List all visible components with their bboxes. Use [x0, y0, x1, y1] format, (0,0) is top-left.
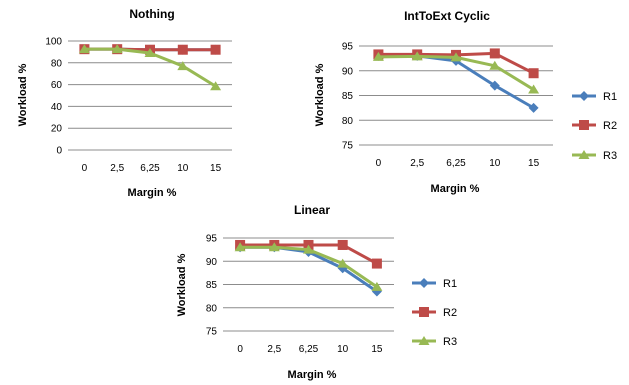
inttoext-cyclic-legend-r3-marker [578, 150, 590, 159]
inttoext-cyclic-x-tick-label: 15 [528, 158, 540, 169]
nothing-x-axis-label: Margin % [128, 187, 177, 199]
linear-r3-marker [268, 242, 280, 252]
linear-x-axis-label: Margin % [288, 369, 337, 381]
nothing-y-tick-label: 20 [51, 124, 63, 135]
linear-legend-r1-marker [419, 278, 429, 288]
inttoext-cyclic-legend-r1-marker [579, 91, 589, 101]
inttoext-cyclic-y-tick-label: 85 [342, 91, 354, 102]
nothing-r3-marker [177, 61, 189, 71]
nothing-y-tick-label: 80 [51, 58, 63, 69]
inttoext-cyclic-r3-marker [411, 51, 423, 61]
nothing-title: Nothing [129, 7, 174, 21]
inttoext-cyclic-y-tick-label: 95 [342, 42, 354, 53]
inttoext-cyclic-r1-marker [489, 80, 500, 91]
linear-title: Linear [294, 203, 330, 217]
nothing-y-tick-label: 40 [51, 102, 63, 113]
nothing-y-axis-label: Workload % [17, 63, 29, 126]
linear-x-tick-label: 2,5 [267, 344, 281, 355]
nothing-y-tick-label: 100 [45, 37, 62, 48]
nothing-r2-marker [210, 44, 221, 55]
linear-r3-marker [234, 242, 246, 252]
linear-y-tick-label: 85 [206, 280, 218, 291]
inttoext-cyclic-chart: IntToExt Cyclic 75 80 85 90 95 0 2,5 6,25 10 15 Mar… [314, 9, 617, 195]
linear-x-tick-label: 0 [237, 344, 243, 355]
nothing-r3-marker [210, 81, 222, 91]
inttoext-cyclic-r3-marker [489, 60, 501, 70]
inttoext-cyclic-x-tick-label: 2,5 [410, 158, 424, 169]
inttoext-cyclic-x-tick-label: 10 [489, 158, 501, 169]
linear-r3-marker [337, 258, 349, 268]
linear-r2-marker [371, 258, 382, 269]
nothing-x-tick-label: 2,5 [110, 163, 124, 174]
inttoext-cyclic-r3-marker [372, 51, 384, 61]
linear-chart: Linear 75 80 85 90 95 0 2,5 6,25 10 15 Margin % Work… [176, 203, 457, 381]
linear-x-tick-label: 10 [337, 344, 349, 355]
linear-legend-r3-marker [418, 336, 430, 345]
linear-legend-r3-label: R3 [443, 336, 457, 348]
nothing-r3-marker [144, 47, 156, 57]
linear-y-axis-label: Workload % [176, 253, 188, 316]
inttoext-cyclic-y-tick-label: 90 [342, 66, 354, 77]
inttoext-cyclic-legend-r2-marker [579, 120, 589, 130]
linear-r3-marker [303, 244, 314, 254]
nothing-x-tick-label: 15 [210, 163, 222, 174]
inttoext-cyclic-r1-marker [528, 102, 539, 113]
linear-x-tick-label: 6,25 [299, 344, 319, 355]
nothing-x-tick-label: 10 [177, 163, 189, 174]
inttoext-cyclic-r3-marker [450, 52, 462, 62]
nothing-y-tick-label: 0 [56, 146, 62, 157]
linear-y-tick-label: 90 [206, 257, 218, 268]
linear-y-tick-label: 95 [206, 234, 218, 245]
inttoext-cyclic-r2-marker [528, 68, 539, 79]
inttoext-cyclic-legend-r3-label: R3 [603, 150, 617, 162]
inttoext-cyclic-r3-marker [528, 84, 540, 94]
nothing-x-tick-label: 6,25 [140, 163, 160, 174]
inttoext-cyclic-legend-r2-label: R2 [603, 120, 617, 132]
inttoext-cyclic-x-tick-label: 6,25 [446, 158, 466, 169]
linear-legend-r1-label: R1 [443, 278, 457, 290]
inttoext-cyclic-title: IntToExt Cyclic [404, 9, 490, 23]
linear-x-tick-label: 15 [371, 344, 383, 355]
inttoext-cyclic-y-tick-label: 80 [342, 116, 354, 127]
linear-legend-r2-label: R2 [443, 307, 457, 319]
linear-y-tick-label: 80 [206, 303, 218, 314]
linear-legend-r2-marker [419, 307, 429, 317]
inttoext-cyclic-r2-marker [489, 48, 500, 59]
linear-r3-marker [371, 281, 383, 291]
nothing-x-tick-label: 0 [82, 163, 88, 174]
inttoext-cyclic-y-tick-label: 75 [342, 141, 354, 152]
nothing-chart: Nothing 0 20 40 60 80 100 0 2,5 6,25 10 15 Margin % W… [17, 7, 232, 199]
nothing-y-tick-label: 60 [51, 80, 63, 91]
nothing-r3-marker [111, 44, 123, 54]
inttoext-cyclic-legend-r1-label: R1 [603, 91, 617, 103]
inttoext-cyclic-x-tick-label: 0 [376, 158, 382, 169]
linear-r2-marker [337, 239, 348, 250]
inttoext-cyclic-y-axis-label: Workload % [314, 63, 326, 126]
inttoext-cyclic-x-axis-label: Margin % [431, 183, 480, 195]
linear-y-tick-label: 75 [206, 327, 218, 338]
nothing-r3-marker [78, 44, 90, 54]
nothing-r2-marker [177, 44, 188, 55]
